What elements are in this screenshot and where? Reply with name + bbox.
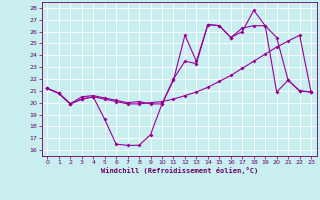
X-axis label: Windchill (Refroidissement éolien,°C): Windchill (Refroidissement éolien,°C) [100,167,258,174]
